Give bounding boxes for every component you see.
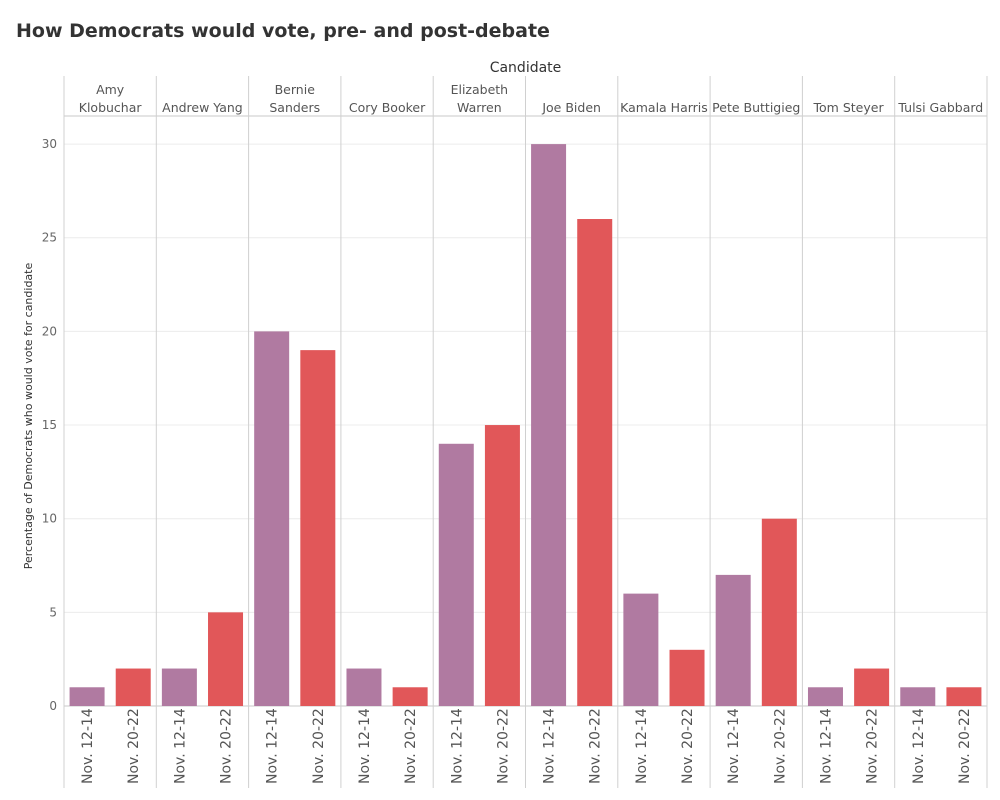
candidate-label: Warren — [457, 100, 502, 115]
candidate-label: Amy — [96, 82, 125, 97]
y-tick-label: 20 — [42, 324, 57, 338]
x-tick-label: Nov. 12-14 — [449, 708, 465, 784]
x-tick-label: Nov. 12-14 — [818, 708, 834, 784]
candidate-label: Sanders — [269, 100, 320, 115]
bar[interactable] — [715, 574, 751, 706]
bar[interactable] — [761, 518, 797, 706]
x-tick-label: Nov. 20-22 — [126, 708, 142, 784]
x-tick-label: Nov. 12-14 — [911, 708, 927, 784]
x-tick-label: Nov. 12-14 — [726, 708, 742, 784]
bar[interactable] — [438, 443, 474, 706]
column-header: Candidate — [490, 60, 562, 76]
bar[interactable] — [854, 668, 890, 706]
candidate-label: Cory Booker — [349, 100, 426, 115]
x-tick-label: Nov. 12-14 — [357, 708, 373, 784]
candidate-label: Tulsi Gabbard — [897, 100, 983, 115]
candidate-label: Pete Buttigieg — [712, 100, 800, 115]
x-tick-label: Nov. 12-14 — [80, 708, 96, 784]
x-tick-label: Nov. 20-22 — [495, 708, 511, 784]
x-tick-label: Nov. 20-22 — [957, 708, 973, 784]
x-tick-label: Nov. 20-22 — [311, 708, 327, 784]
x-tick-labels: Nov. 12-14 Nov. 20-22 Nov. 12-14 Nov. 20-22… — [80, 708, 973, 784]
bar[interactable] — [161, 668, 197, 706]
bar[interactable] — [300, 350, 336, 706]
bar[interactable] — [669, 649, 705, 706]
bar[interactable] — [115, 668, 151, 706]
candidate-label: Bernie — [275, 82, 316, 97]
bar[interactable] — [69, 687, 105, 706]
bar[interactable] — [346, 668, 382, 706]
y-tick-label: 15 — [42, 418, 57, 432]
bar[interactable] — [807, 687, 843, 706]
x-tick-label: Nov. 12-14 — [265, 708, 281, 784]
bar[interactable] — [577, 219, 613, 706]
bar[interactable] — [900, 687, 936, 706]
candidate-panels — [63, 76, 988, 788]
bar[interactable] — [531, 144, 567, 707]
y-axis: Percentage of Democrats who would vote f… — [22, 137, 57, 713]
x-tick-label: Nov. 20-22 — [588, 708, 604, 784]
bar[interactable] — [208, 612, 244, 706]
candidate-label: Joe Biden — [541, 100, 601, 115]
candidate-label: Tom Steyer — [813, 100, 885, 115]
y-tick-label: 10 — [42, 512, 57, 526]
y-tick-label: 30 — [42, 137, 57, 151]
bar[interactable] — [254, 331, 290, 706]
x-tick-label: Nov. 20-22 — [865, 708, 881, 784]
x-tick-label: Nov. 20-22 — [219, 708, 235, 784]
x-tick-label: Nov. 20-22 — [772, 708, 788, 784]
candidate-label: Elizabeth — [451, 82, 509, 97]
x-tick-label: Nov. 20-22 — [680, 708, 696, 784]
y-axis-label: Percentage of Democrats who would vote f… — [22, 263, 35, 570]
x-tick-label: Nov. 12-14 — [634, 708, 650, 784]
bar[interactable] — [623, 593, 659, 706]
chart-title: How Democrats would vote, pre- and post-… — [16, 20, 550, 42]
y-tick-label: 5 — [49, 605, 57, 619]
bar[interactable] — [484, 425, 520, 706]
candidate-label: Klobuchar — [79, 100, 143, 115]
bar[interactable] — [392, 687, 428, 706]
x-tick-label: Nov. 12-14 — [542, 708, 558, 784]
x-tick-label: Nov. 20-22 — [403, 708, 419, 784]
candidate-label: Kamala Harris — [620, 100, 708, 115]
x-tick-label: Nov. 12-14 — [172, 708, 188, 784]
candidate-header: Candidate Amy Klobuchar Andrew Yang Bernie S… — [79, 60, 984, 115]
y-tick-label: 0 — [49, 699, 57, 713]
y-tick-label: 25 — [42, 231, 57, 245]
bar[interactable] — [946, 687, 982, 706]
candidate-label: Andrew Yang — [162, 100, 243, 115]
bars — [69, 144, 982, 707]
